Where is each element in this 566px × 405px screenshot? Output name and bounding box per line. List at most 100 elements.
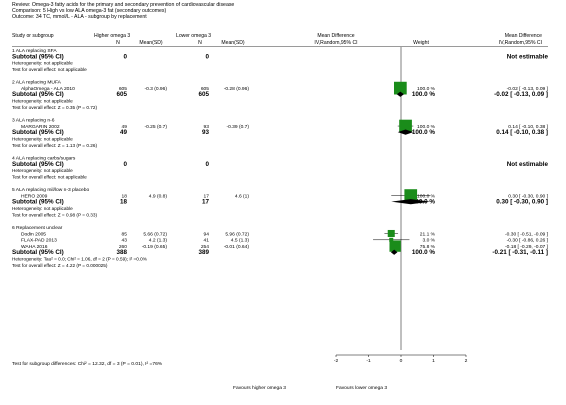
weight-value: 100.0 % bbox=[412, 249, 436, 256]
lower-n: 93 bbox=[202, 129, 210, 136]
subtotal-label: Subtotal (95% CI) bbox=[12, 129, 64, 136]
subtotal-label: Subtotal (95% CI) bbox=[12, 199, 64, 206]
col-ci-title: Mean Difference bbox=[505, 33, 542, 39]
study-label: HERO 2009 bbox=[21, 193, 48, 199]
subtotal-row: Subtotal (95% CI) 0 0 Not estimable bbox=[12, 161, 548, 168]
ci-value: Not estimable bbox=[507, 53, 549, 60]
study-label: Dodin 2005 bbox=[21, 231, 46, 237]
weight-value: 100.0 % bbox=[412, 129, 436, 136]
lower-n: 17 bbox=[202, 199, 210, 206]
subtotal-row: Subtotal (95% CI) 49 93 100.0 % 0.14 [ -0.10… bbox=[12, 129, 548, 136]
study-marker bbox=[389, 240, 401, 252]
higher-n: 260 bbox=[119, 244, 127, 250]
group-label: 4 ALA replacing carbs/sugars bbox=[12, 155, 76, 161]
note-label: Heterogeneity: not applicable bbox=[12, 136, 73, 141]
ci-value: 0.30 [ -0.30, 0.90 ] bbox=[496, 199, 548, 206]
weight-value: 100.0 % bbox=[417, 86, 436, 92]
note-row: Heterogeneity: Tau² = 0.0; Chi² = 1.06, … bbox=[12, 257, 147, 262]
note-label: Heterogeneity: not applicable bbox=[12, 99, 73, 104]
higher-n: 85 bbox=[122, 231, 128, 237]
lower-n: 94 bbox=[204, 231, 210, 237]
col-lower: Lower omega 3 bbox=[176, 33, 211, 39]
note-row: Test for overall effect: not applicable bbox=[12, 174, 87, 179]
note-row: Test for overall effect: Z = 1.13 (P = 0… bbox=[12, 143, 97, 148]
note-row: Test for overall effect: not applicable bbox=[12, 67, 87, 72]
higher-n: 49 bbox=[122, 124, 128, 130]
higher-n: 0 bbox=[123, 53, 127, 60]
lower-meansd: -0.01 (0.64) bbox=[224, 244, 250, 250]
subtotal-diamond bbox=[390, 249, 398, 255]
col-md-sub: IV,Random,95% CI bbox=[314, 40, 357, 46]
study-marker bbox=[387, 229, 395, 237]
study-marker bbox=[394, 81, 407, 95]
lower-meansd: 4.6 (1) bbox=[235, 193, 250, 199]
note-label: Heterogeneity: not applicable bbox=[12, 61, 73, 66]
higher-meansd: -0.19 (0.65) bbox=[142, 244, 168, 250]
note-row: Test for overall effect: Z = 0.98 (P = 0… bbox=[12, 212, 97, 217]
higher-n: 388 bbox=[116, 249, 127, 256]
note-label: Test for overall effect: not applicable bbox=[12, 174, 87, 179]
note-label: Test for overall effect: Z = 0.98 (P = 0… bbox=[12, 212, 97, 217]
note-row: Heterogeneity: not applicable bbox=[12, 168, 73, 173]
comparison-title: Comparison: 5 High vs low ALA omega-3 fa… bbox=[12, 8, 167, 14]
note-row: Test for overall effect: Z = 4.22 (P = 0… bbox=[12, 263, 108, 268]
col-md-title: Mean Difference bbox=[317, 33, 354, 39]
weight-value: 21.1 % bbox=[420, 231, 436, 237]
group-row: 2 ALA replacing MUFA bbox=[12, 80, 62, 86]
lower-meansd: -0.28 (0.96) bbox=[224, 86, 250, 92]
subtotal-row: Subtotal (95% CI) 605 605 100.0 % -0.02 [ -0… bbox=[12, 91, 548, 98]
group-label: 6 Replacement unclear bbox=[12, 225, 63, 231]
study-label: MARGARIN 2002 bbox=[21, 124, 60, 130]
study-marker bbox=[404, 189, 418, 202]
higher-meansd: 4.9 (0.8) bbox=[149, 193, 168, 199]
lower-n: 254 bbox=[201, 244, 209, 250]
group-row: 5 ALA replacing mil/low n-3 placebo bbox=[12, 187, 89, 193]
weight-value: 100.0 % bbox=[417, 193, 436, 199]
note-label: Heterogeneity: not applicable bbox=[12, 206, 73, 211]
outcome-title: Outcome: 34 TC, mmol/L - ALA - subgroup … bbox=[12, 14, 147, 20]
review-header: Review: Omega-3 fatty acids for the prim… bbox=[12, 2, 234, 20]
weight-value: 100.0 % bbox=[417, 124, 436, 130]
ci-value: 0.30 [ -0.30, 0.90 ] bbox=[508, 193, 548, 199]
note-label: Heterogeneity: not applicable bbox=[12, 168, 73, 173]
weight-value: 75.8 % bbox=[420, 244, 436, 250]
tick-label: 2 bbox=[465, 358, 468, 364]
lower-n: 389 bbox=[198, 249, 209, 256]
higher-n: 18 bbox=[120, 199, 128, 206]
table-row: WAHA 2016 260 254 75.8 % -0.18 [ -0.29, -0.0… bbox=[21, 244, 549, 250]
subgroup-test: Test for subgroup differences: Chi² = 12… bbox=[12, 361, 163, 367]
lower-meansd: 4.5 (1.3) bbox=[231, 238, 250, 244]
lower-meansd: 5.96 (0.72) bbox=[225, 231, 249, 237]
study-label: WAHA 2016 bbox=[21, 244, 48, 250]
lower-n: 605 bbox=[198, 91, 209, 98]
higher-n: 0 bbox=[123, 161, 127, 168]
forest-marks bbox=[373, 47, 431, 350]
x-axis: -2 -1 0 1 2 bbox=[334, 354, 468, 364]
lower-n: 605 bbox=[201, 86, 209, 92]
col-weight: Weight bbox=[413, 40, 429, 46]
ci-value: 0.14 [ -0.10, 0.38 ] bbox=[496, 129, 548, 136]
tick-label: 1 bbox=[432, 358, 435, 364]
group-label: 3 ALA replacing n-6 bbox=[12, 118, 55, 124]
lower-n: 0 bbox=[205, 161, 209, 168]
ci-value: -0.30 [ -0.86, 0.26 ] bbox=[507, 238, 549, 244]
note-row: Heterogeneity: not applicable bbox=[12, 99, 73, 104]
higher-n: 49 bbox=[120, 129, 128, 136]
table-row: HERO 2009 18 17 100.0 % 0.30 [ -0.30, 0.90 ]… bbox=[21, 193, 549, 199]
tick-label: 0 bbox=[400, 358, 403, 364]
review-title: Review: Omega-3 fatty acids for the prim… bbox=[12, 2, 234, 8]
higher-n: 605 bbox=[116, 91, 127, 98]
subtotal-label: Subtotal (95% CI) bbox=[12, 161, 64, 168]
tick-label: -2 bbox=[334, 358, 339, 364]
subtotal-diamond bbox=[396, 91, 404, 97]
subtotal-label: Subtotal (95% CI) bbox=[12, 91, 64, 98]
table-row: Dodin 2005 85 94 21.1 % -0.30 [ -0.51, -0.09… bbox=[21, 231, 549, 237]
table-row: AlphaOmega - ALA 2010 605 605 100.0 % -0.02 … bbox=[21, 86, 549, 92]
subtotal-label: Subtotal (95% CI) bbox=[12, 249, 64, 256]
higher-meansd: -0.3 (0.96) bbox=[144, 86, 167, 92]
note-row: Test for overall effect: Z = 0.35 (P = 0… bbox=[12, 105, 97, 110]
col-higher-meansd: Mean(SD) bbox=[139, 40, 163, 46]
group-label: 2 ALA replacing MUFA bbox=[12, 80, 62, 86]
group-row: 6 Replacement unclear bbox=[12, 225, 63, 231]
